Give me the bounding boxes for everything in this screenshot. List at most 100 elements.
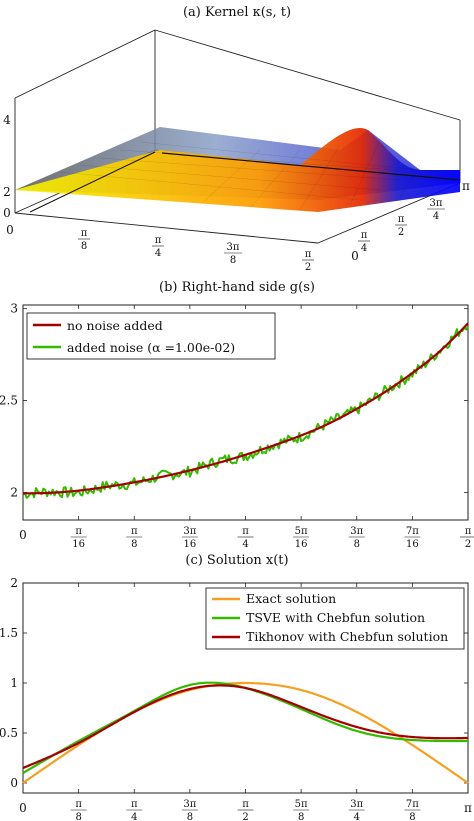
svg-text:2: 2 (465, 539, 471, 550)
t-tick-pi4: π 4 (358, 230, 370, 254)
svg-text:8: 8 (81, 241, 87, 252)
svg-text:8: 8 (298, 812, 304, 821)
panel-b-ytick-2: 3 (10, 302, 18, 316)
panel-a-box (15, 30, 460, 243)
panel-c-xtick-4: π2 (238, 799, 254, 821)
panel-b-xtick-6: 3π8 (349, 526, 365, 550)
panel-b-xtick-8: π2 (460, 526, 474, 550)
svg-text:π: π (305, 249, 312, 260)
svg-text:0: 0 (19, 801, 27, 815)
svg-text:π: π (398, 214, 405, 225)
svg-text:π: π (131, 799, 138, 810)
panel-b-title: (b) Right-hand side g(s) (159, 280, 315, 295)
svg-text:4: 4 (242, 539, 248, 550)
s-tick-0: 0 (6, 223, 14, 237)
svg-text:π: π (465, 526, 472, 537)
panel-a-title: (a) Kernel κ(s, t) (183, 5, 291, 20)
svg-text:π: π (464, 801, 472, 815)
panel-b-legend: no noise added added noise (α =1.00e-02) (27, 313, 275, 359)
svg-text:5π: 5π (295, 799, 308, 810)
legend-label-noise: added noise (α =1.00e-02) (67, 340, 235, 355)
kernel-surface (15, 127, 460, 212)
svg-text:8: 8 (131, 539, 137, 550)
svg-text:π: π (361, 230, 368, 241)
panel-c-xtick-3: 3π8 (182, 799, 198, 821)
panel-c-series-0 (23, 683, 468, 783)
svg-text:4: 4 (354, 812, 360, 821)
svg-text:8: 8 (230, 255, 236, 266)
panel-c-xtick-2: π4 (126, 799, 142, 821)
svg-text:8: 8 (75, 812, 81, 821)
t-tick-3pi4: 3π 4 (427, 198, 445, 222)
svg-text:π: π (242, 526, 249, 537)
panel-c-series (23, 683, 468, 783)
t-tick-pi: π (462, 179, 470, 193)
svg-text:7π: 7π (406, 799, 419, 810)
panel-b-ytick-0: 2 (10, 485, 18, 499)
svg-text:4: 4 (361, 243, 367, 254)
panel-b-xtick-2: π8 (126, 526, 142, 550)
svg-text:16: 16 (72, 539, 85, 550)
svg-text:4: 4 (433, 211, 439, 222)
panel-c-xtick-8: π (464, 801, 472, 815)
panel-b-xtick-0: 0 (19, 528, 27, 542)
panel-c-ytick-0: 0 (10, 776, 18, 790)
legend-label-tikhonov: Tikhonov with Chebfun solution (246, 629, 448, 644)
panel-b-xtick-4: π4 (238, 526, 254, 550)
svg-text:8: 8 (354, 539, 360, 550)
svg-text:3π: 3π (350, 799, 363, 810)
svg-text:0: 0 (19, 528, 27, 542)
z-tick-0: 0 (3, 206, 11, 220)
panel-c-ytick-1: 0.5 (0, 726, 18, 740)
svg-text:3π: 3π (183, 799, 196, 810)
svg-text:3π: 3π (350, 526, 363, 537)
legend-label-no-noise: no noise added (67, 318, 163, 333)
panel-c-ytick-2: 1 (10, 676, 18, 690)
svg-text:4: 4 (131, 812, 137, 821)
panel-c-xtick-0: 0 (19, 801, 27, 815)
svg-text:8: 8 (187, 812, 193, 821)
panel-b-xtick-1: π 16 (71, 526, 87, 550)
svg-text:3π: 3π (227, 242, 240, 253)
panel-b-ytick-1: 2.5 (0, 394, 18, 408)
s-tick-3pi8: 3π 8 (224, 242, 242, 266)
s-tick-pi8: π 8 (78, 228, 90, 252)
svg-text:π: π (75, 526, 82, 537)
z-tick-4: 4 (3, 113, 11, 127)
panel-c-series-1 (23, 683, 468, 773)
panel-c-xtick-5: 5π8 (293, 799, 309, 821)
svg-text:16: 16 (406, 539, 419, 550)
svg-text:5π: 5π (295, 526, 308, 537)
panel-c-title: (c) Solution x(t) (185, 553, 288, 568)
panel-c-ytick-3: 1.5 (0, 626, 18, 640)
kernel-panel: (a) Kernel κ(s, t) (3, 5, 470, 273)
panel-a-z-ticks: 0 2 4 (3, 113, 11, 220)
svg-text:π: π (81, 228, 88, 239)
svg-text:16: 16 (184, 539, 197, 550)
t-tick-pi2: π 2 (395, 214, 407, 238)
svg-text:3π: 3π (183, 526, 196, 537)
panel-c-xtick-7: 7π8 (404, 799, 420, 821)
panel-c-xtick-6: 3π4 (349, 799, 365, 821)
s-tick-pi4: π 4 (152, 235, 164, 259)
svg-text:π: π (242, 799, 249, 810)
panel-c-legend: Exact solution TSVE with Chebfun solutio… (206, 588, 464, 649)
legend-label-exact: Exact solution (246, 591, 336, 606)
svg-text:16: 16 (295, 539, 308, 550)
t-tick-0: 0 (351, 249, 359, 263)
svg-text:7π: 7π (406, 526, 419, 537)
panel-a-s-ticks: 0 π 8 π 4 3π 8 π 2 (6, 223, 314, 273)
legend-label-tsve: TSVE with Chebfun solution (246, 610, 425, 625)
svg-text:4: 4 (155, 248, 161, 259)
svg-text:2: 2 (305, 262, 311, 273)
svg-text:2: 2 (398, 227, 404, 238)
z-tick-2: 2 (3, 185, 11, 199)
panel-b-xtick-5: 5π16 (293, 526, 309, 550)
s-tick-pi2: π 2 (302, 249, 314, 273)
panel-c-ytick-4: 2 (10, 576, 18, 590)
svg-text:8: 8 (409, 812, 415, 821)
